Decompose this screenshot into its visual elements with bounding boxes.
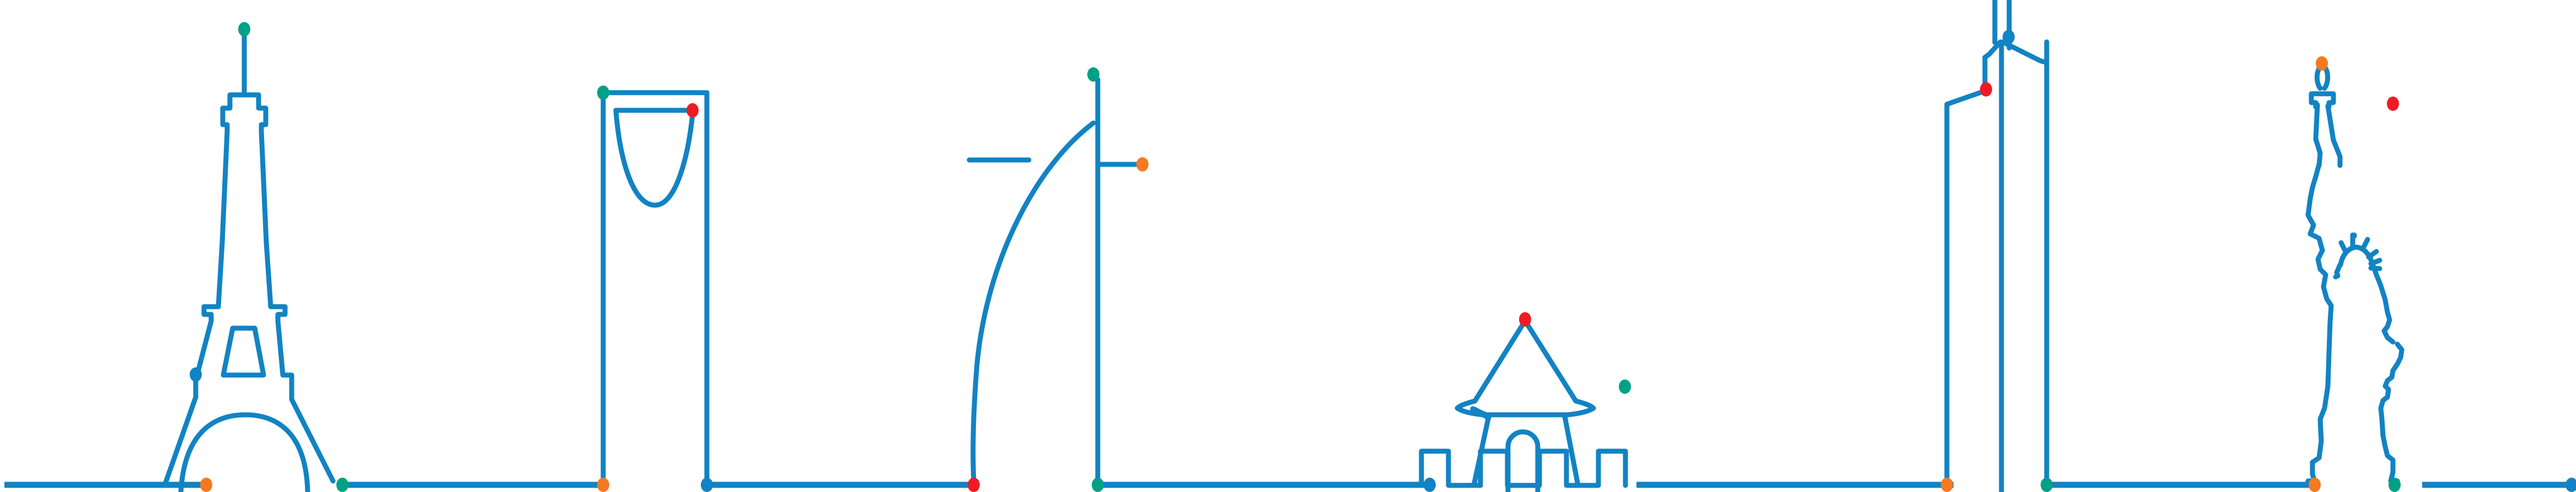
gate-upper-crenellation: [1419, 448, 1628, 488]
tower-left-setback: [1944, 89, 1984, 484]
eiffel-tower-base-right-marker[interactable]: [336, 478, 348, 492]
petronas-towers-right-setback-marker[interactable]: [2003, 30, 2015, 44]
landmark-eiffel-tower: [163, 31, 336, 492]
liberty-crown-ray-d: [2368, 258, 2382, 266]
liberty-crown-ray-b: [2360, 237, 2370, 252]
kingdom-centre-roof-left-marker[interactable]: [597, 85, 609, 100]
gateway-arch-flagpole-arch-foot-marker[interactable]: [968, 478, 980, 492]
eiffel-leg-right-upper: [275, 318, 294, 402]
kingdom-inner-arch: [613, 108, 695, 208]
kingdom-centre-arch-top-marker[interactable]: [686, 103, 699, 117]
eiffel-base-arch: [178, 412, 310, 492]
gate-roof-left-slope: [1472, 322, 1526, 404]
liberty-robe-left: [2305, 196, 2334, 484]
marker-dots-group: [190, 22, 2576, 492]
eiffel-tower-left-leg-marker[interactable]: [190, 367, 202, 382]
tower-right-shoulder: [2000, 39, 2046, 65]
landmark-statue-of-liberty: [2305, 66, 2405, 488]
zhengyangmen-gate-wall-base-marker[interactable]: [1424, 478, 1436, 492]
landmark-kingdom-centre: [600, 90, 710, 484]
gateway-arch-flagpole-crossbar-marker[interactable]: [1136, 157, 1149, 172]
gateway-arch-flagpole-pole-base-marker[interactable]: [1092, 478, 1104, 492]
tower-crown-apex: [1987, 39, 2003, 57]
liberty-neck-left: [2333, 262, 2343, 280]
eiffel-second-platform-left: [201, 304, 221, 324]
eiffel-tower-spire-tip-marker[interactable]: [238, 22, 250, 36]
eiffel-leg-left-upper: [195, 318, 214, 377]
eiffel-second-platform-right: [268, 304, 288, 324]
eiffel-leg-right-lower: [289, 397, 336, 484]
gate-pavilion-leg-r: [1562, 414, 1581, 488]
zhengyangmen-gate-wall-right-marker[interactable]: [1619, 379, 1631, 394]
gate-roof-right-slope: [1525, 322, 1579, 404]
landmark-gate-tower: [1419, 322, 1628, 492]
liberty-tablet: [2378, 341, 2405, 484]
petronas-towers-left-setback-marker[interactable]: [1980, 82, 1992, 97]
tower-left-shoulder: [1982, 51, 1992, 92]
zhengyangmen-gate-roof-peak-marker[interactable]: [1519, 312, 1531, 327]
liberty-robe-right: [2378, 283, 2396, 345]
statue-of-liberty-pedestal-left-marker[interactable]: [2309, 478, 2321, 492]
liberty-head: [2338, 244, 2384, 288]
statue-of-liberty-pedestal-right-marker[interactable]: [2389, 478, 2401, 492]
statue-of-liberty-tablet-hand-marker[interactable]: [2387, 97, 2399, 111]
gate-support-left-real: [1472, 408, 1491, 419]
liberty-arm-to-robe: [2307, 162, 2322, 201]
liberty-crown-ray-c: [2366, 249, 2379, 260]
arch-curve: [970, 120, 1096, 484]
kingdom-centre-base-right-marker[interactable]: [701, 478, 713, 492]
gate-roof-right-eave: [1557, 398, 1596, 418]
landmark-gateway-arch: [967, 77, 1140, 484]
liberty-crown-ray-e: [2368, 265, 2382, 271]
eiffel-lattice-trapezoid: [221, 325, 266, 378]
liberty-arm-inner: [2325, 103, 2343, 168]
liberty-crown-ray-f: [2338, 240, 2348, 254]
eiffel-leg-left-lower: [163, 394, 198, 486]
statue-of-liberty-right-edge-marker[interactable]: [2566, 478, 2576, 492]
eiffel-upper-shaft-right: [259, 129, 273, 309]
liberty-torch-flame: [2314, 66, 2331, 91]
kingdom-centre-base-left-marker[interactable]: [597, 478, 609, 492]
landmark-twin-towers: [1944, 0, 2049, 492]
eiffel-tower-base-left-marker[interactable]: [200, 478, 212, 492]
liberty-arm-outer: [2313, 102, 2323, 168]
statue-of-liberty-torch-flame-marker[interactable]: [2316, 56, 2328, 71]
petronas-towers-base-right-marker[interactable]: [2041, 478, 2053, 492]
eiffel-lantern-block: [220, 92, 269, 134]
gate-arch-opening: [1505, 429, 1541, 492]
gateway-arch-flagpole-pole-top-marker[interactable]: [1087, 67, 1099, 82]
petronas-towers-base-left-marker[interactable]: [1941, 478, 1953, 492]
eiffel-upper-shaft-left: [216, 129, 230, 309]
